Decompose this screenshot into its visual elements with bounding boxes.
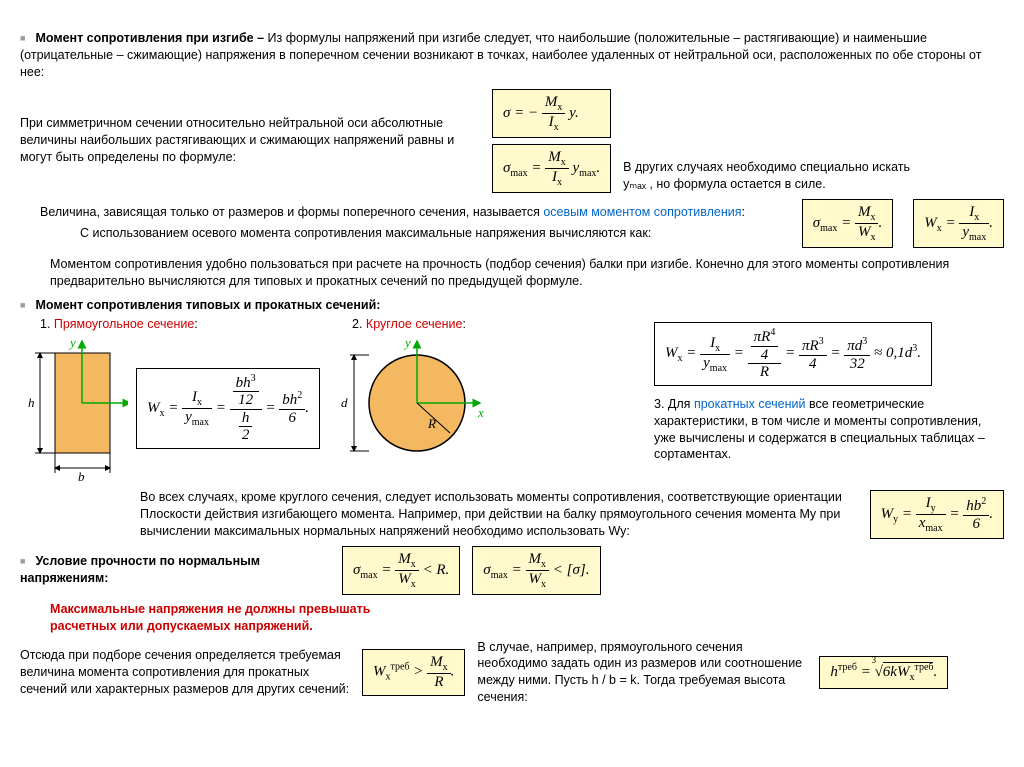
p6: Моментом сопротивления удобно пользовать… [50, 256, 1004, 290]
formula-cond-sigma: σmax = MxWx < [σ]. [472, 546, 600, 595]
s2n: 2. [352, 317, 362, 331]
h2: Момент сопротивления типовых и прокатных… [20, 298, 380, 312]
svg-text:y: y [403, 335, 411, 350]
formula-htreb: hтреб = 3√6kWxтреб. [819, 656, 948, 690]
svg-text:h: h [28, 395, 35, 410]
formula-sigma: σ = − MxIx y. [492, 89, 611, 138]
p9: Отсюда при подборе сечения определяется … [20, 647, 350, 698]
formula-sigmax-wx: σmax = MxWx. [802, 199, 894, 248]
p3: В других случаях необходимо специально и… [623, 159, 923, 193]
p5: С использованием осевого момента сопроти… [80, 225, 790, 242]
formula-wy: Wy = Iyxmax = hb26. [870, 490, 1004, 539]
svg-text:x: x [477, 405, 484, 420]
section-1: Момент сопротивления при изгибе – Из фор… [20, 30, 1004, 81]
p4c: : [742, 205, 745, 219]
s1n: 1. [40, 317, 50, 331]
s3b: прокатных сечений [694, 397, 806, 411]
formula-circle: Wx = Ixymax = πR44R = πR34 = πd332 ≈ 0,1… [654, 322, 932, 386]
circle-diagram: R x y d [332, 333, 487, 473]
formula-wtreb: Wxтреб > MxR. [362, 649, 465, 696]
svg-text:y: y [68, 335, 76, 350]
p10: В случае, например, прямоугольного сечен… [477, 639, 807, 707]
s3n: 3. [654, 397, 664, 411]
s2: Круглое сечение [366, 317, 463, 331]
h1: Момент сопротивления при изгибе – [20, 31, 264, 45]
s1: Прямоугольное сечение [54, 317, 194, 331]
formula-wx-def: Wx = Ixymax. [913, 199, 1004, 248]
formula-rect: Wx = Ixymax = bh312h2 = bh26. [136, 368, 320, 449]
h3: Условие прочности по нормальным напряжен… [20, 554, 260, 585]
formula-cond-r: σmax = MxWx < R. [342, 546, 460, 595]
svg-text:x: x [127, 405, 128, 420]
svg-text:R: R [427, 416, 436, 431]
p7: Во всех случаях, кроме круглого сечения,… [140, 489, 858, 540]
p8: Максимальные напряжения не должны превыш… [50, 601, 410, 635]
p4b: осевым моментом сопротивления [543, 205, 741, 219]
svg-text:d: d [341, 395, 348, 410]
rect-diagram: x y h b [20, 333, 128, 483]
s3a: Для [668, 397, 694, 411]
p4a: Величина, зависящая только от размеров и… [40, 205, 543, 219]
formula-sigma-max: σmax = MxIx ymax. [492, 144, 611, 193]
p2: При симметричном сечении относительно не… [20, 115, 480, 166]
svg-text:b: b [78, 469, 85, 483]
